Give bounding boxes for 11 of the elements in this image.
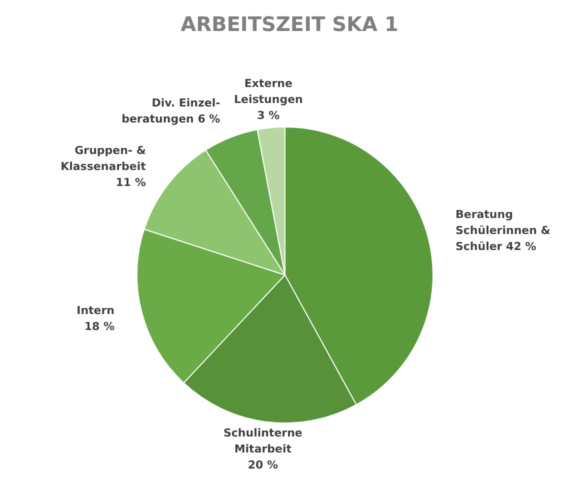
slice-label: Beratung Schülerinnen & Schüler 42 % <box>455 208 551 254</box>
data-label: 11 % <box>116 176 146 190</box>
data-label: 3 % <box>257 108 280 122</box>
chart-title: ARBEITSZEIT SKA 1 <box>180 12 400 36</box>
slice-label: Div. Einzel- beratungen 6 % <box>122 96 220 126</box>
slice-label: Intern <box>76 304 115 317</box>
slice-label: Schulinterne Mitarbeit <box>223 426 302 456</box>
slice-label: Externe Leistungen <box>234 76 303 106</box>
slice-label: Gruppen- & Klassenarbeit <box>60 144 146 174</box>
data-label: 18 % <box>84 320 115 333</box>
data-label: 20 % <box>248 458 278 472</box>
